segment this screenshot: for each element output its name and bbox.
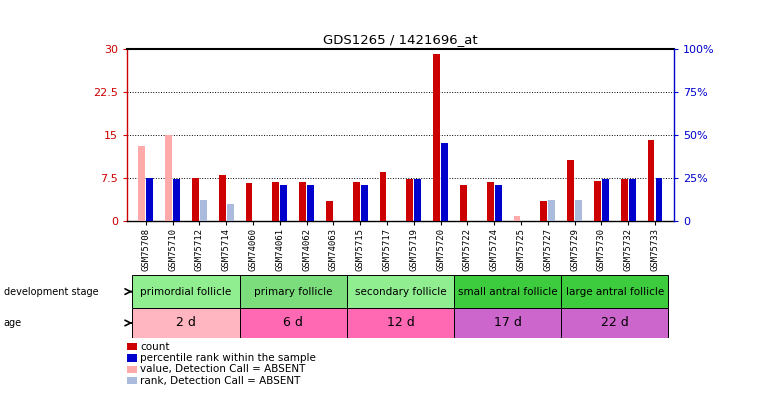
- Bar: [414, 179, 421, 221]
- Bar: [629, 179, 635, 221]
- Bar: [346, 275, 454, 308]
- Bar: [132, 308, 239, 338]
- Bar: [621, 179, 628, 221]
- Bar: [227, 203, 233, 221]
- Bar: [273, 182, 280, 221]
- Text: primary follicle: primary follicle: [254, 287, 333, 296]
- Bar: [239, 275, 346, 308]
- Text: small antral follicle: small antral follicle: [458, 287, 557, 296]
- Bar: [487, 182, 494, 221]
- Bar: [495, 185, 501, 221]
- Bar: [594, 181, 601, 221]
- Bar: [441, 143, 448, 221]
- Text: rank, Detection Call = ABSENT: rank, Detection Call = ABSENT: [140, 376, 300, 386]
- Bar: [239, 308, 346, 338]
- Bar: [192, 178, 199, 221]
- Text: percentile rank within the sample: percentile rank within the sample: [140, 353, 316, 363]
- Bar: [380, 172, 387, 221]
- Bar: [361, 185, 367, 221]
- Bar: [567, 160, 574, 221]
- Bar: [219, 175, 226, 221]
- Title: GDS1265 / 1421696_at: GDS1265 / 1421696_at: [323, 33, 477, 46]
- Bar: [166, 134, 172, 221]
- Bar: [146, 178, 153, 221]
- Bar: [173, 179, 180, 221]
- Text: 17 d: 17 d: [494, 316, 521, 330]
- Text: 12 d: 12 d: [387, 316, 414, 330]
- Bar: [353, 182, 360, 221]
- Bar: [300, 182, 306, 221]
- Bar: [454, 275, 561, 308]
- Text: 2 d: 2 d: [176, 316, 196, 330]
- Bar: [454, 308, 561, 338]
- Text: value, Detection Call = ABSENT: value, Detection Call = ABSENT: [140, 364, 306, 374]
- Text: age: age: [4, 318, 22, 328]
- Bar: [548, 200, 555, 221]
- Bar: [407, 179, 413, 221]
- Bar: [326, 200, 333, 221]
- Text: secondary follicle: secondary follicle: [355, 287, 446, 296]
- Text: primordial follicle: primordial follicle: [140, 287, 232, 296]
- Bar: [602, 179, 609, 221]
- Text: 22 d: 22 d: [601, 316, 628, 330]
- Bar: [460, 185, 467, 221]
- Bar: [514, 216, 521, 221]
- Text: 6 d: 6 d: [283, 316, 303, 330]
- Text: count: count: [140, 342, 169, 352]
- Bar: [139, 146, 145, 221]
- Bar: [648, 141, 654, 221]
- Bar: [434, 54, 440, 221]
- Bar: [307, 185, 314, 221]
- Bar: [346, 308, 454, 338]
- Bar: [280, 185, 287, 221]
- Bar: [561, 308, 668, 338]
- Bar: [200, 200, 207, 221]
- Bar: [575, 200, 582, 221]
- Bar: [246, 183, 253, 221]
- Text: large antral follicle: large antral follicle: [566, 287, 664, 296]
- Bar: [132, 275, 239, 308]
- Bar: [561, 275, 668, 308]
- Bar: [541, 200, 547, 221]
- Bar: [656, 178, 662, 221]
- Text: development stage: development stage: [4, 287, 99, 296]
